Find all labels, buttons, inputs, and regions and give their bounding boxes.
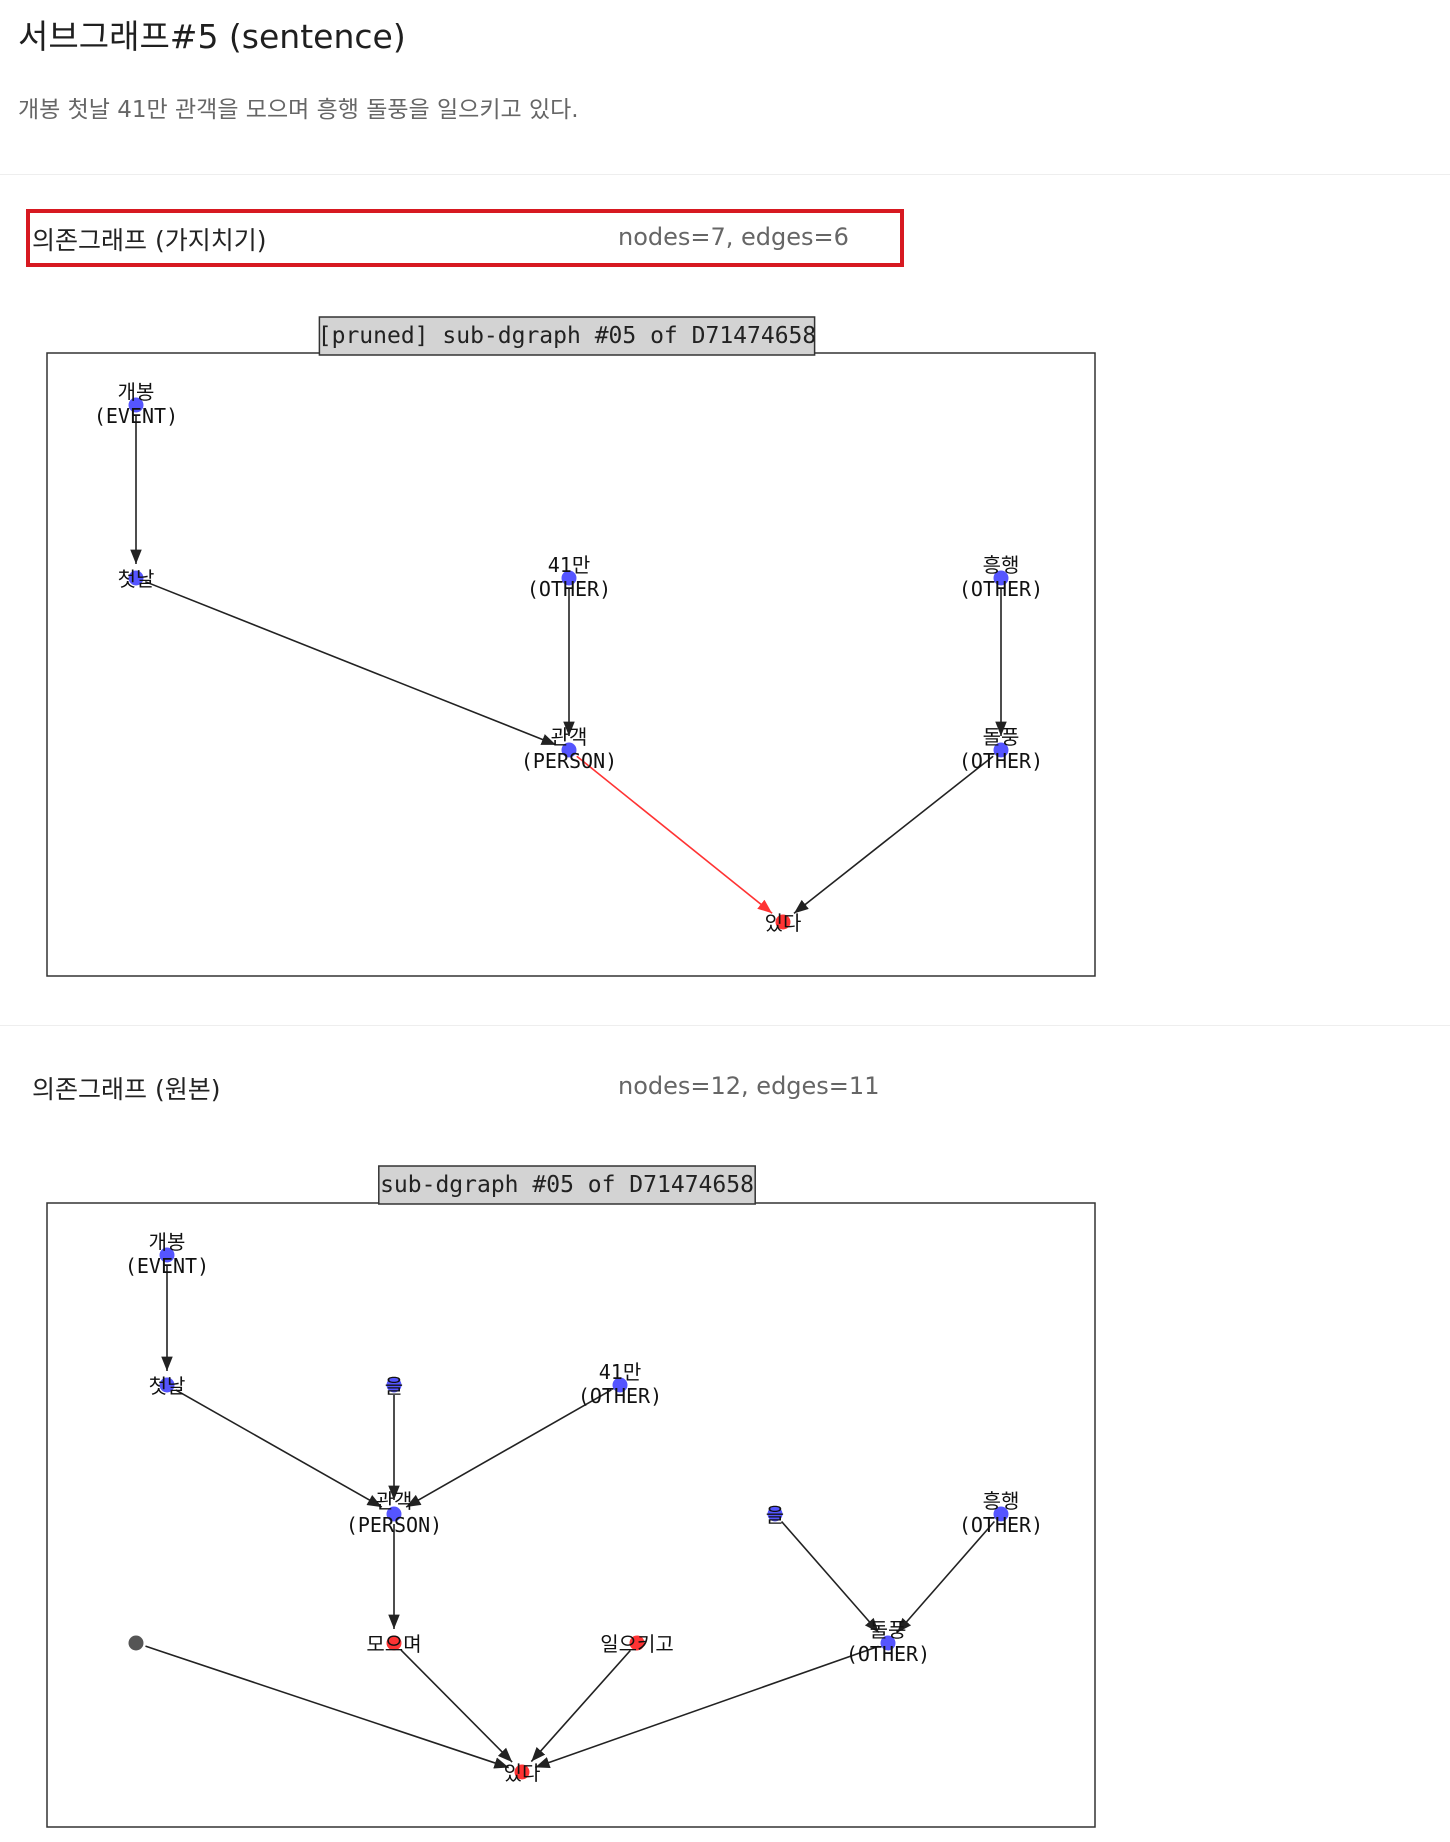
original-graph-header[interactable]: 의존그래프 (원본) nodes=12, edges=11 — [30, 1062, 900, 1112]
edge-cheotnal-gwangaek — [175, 1389, 383, 1508]
figure-title-box — [378, 1165, 756, 1205]
node-gaebong[interactable] — [159, 1247, 175, 1263]
edge-moeumyeo-itda — [400, 1649, 513, 1763]
node-moeumyeo[interactable] — [386, 1635, 402, 1651]
edge-heunghaeng-dolpung — [896, 1520, 996, 1633]
node-tag-41man: (OTHER) — [527, 577, 611, 601]
edge-eul2-dolpung — [780, 1520, 880, 1633]
sentence-text: 개봉 첫날 41만 관객을 모으며 흥행 돌풍을 일으키고 있다. — [18, 97, 579, 123]
figure-title: sub-dgraph #05 of D71474658 — [380, 1172, 754, 1198]
node-gaebong[interactable] — [128, 397, 144, 413]
node-label-itda: 있다 — [765, 911, 802, 935]
node-cheotnal[interactable] — [159, 1377, 175, 1393]
node-itda[interactable] — [775, 914, 791, 930]
node-gwangaek[interactable] — [561, 742, 577, 758]
node-label-eul1: 을 — [385, 1374, 403, 1398]
node-ireukigo[interactable] — [629, 1635, 645, 1651]
node-heunghaeng[interactable] — [993, 570, 1009, 586]
divider — [0, 1025, 1450, 1026]
node-tag-gaebong: (EVENT) — [94, 404, 178, 428]
node-label-moeumyeo: 모으며 — [366, 1632, 421, 1656]
node-label-41man: 41만 — [599, 1360, 641, 1384]
node-dolpung[interactable] — [993, 742, 1009, 758]
node-label-gwangaek: 관객 — [551, 725, 588, 749]
node-label-heunghaeng: 흥행 — [983, 1489, 1020, 1513]
node-41man[interactable] — [612, 1377, 628, 1393]
node-label-gwangaek: 관객 — [376, 1489, 413, 1513]
node-tag-gwangaek: (PERSON) — [346, 1513, 442, 1537]
figure-title-box — [318, 316, 816, 356]
node-41man[interactable] — [561, 570, 577, 586]
edge-cheotnal-gwangaek — [144, 580, 557, 746]
edge-41man-gwangaek — [405, 1389, 612, 1508]
original-graph-stats: nodes=12, edges=11 — [618, 1072, 880, 1100]
node-label-cheotnal: 첫날 — [149, 1374, 186, 1398]
node-tag-dolpung: (OTHER) — [846, 1642, 930, 1666]
node-label-ireukigo: 일으키고 — [600, 1632, 674, 1656]
node-eul1[interactable] — [386, 1377, 402, 1393]
node-label-41man: 41만 — [548, 553, 590, 577]
node-tag-heunghaeng: (OTHER) — [959, 577, 1043, 601]
node-label-gaebong: 개봉 — [149, 1230, 186, 1254]
node-tag-gwangaek: (PERSON) — [521, 749, 617, 773]
node-label-eul2: 을 — [766, 1503, 784, 1527]
pruned-graph-header[interactable]: 의존그래프 (가지치기) nodes=7, edges=6 — [26, 209, 904, 267]
node-tag-gaebong: (EVENT) — [125, 1254, 209, 1278]
node-cheotnal[interactable] — [128, 570, 144, 586]
divider — [0, 174, 1450, 175]
node-label-itda: 있다 — [504, 1761, 541, 1785]
page-title: 서브그래프#5 (sentence) — [18, 17, 406, 56]
edge-dot-itda — [145, 1645, 509, 1769]
edge-dolpung-itda — [534, 1645, 879, 1769]
node-tag-41man: (OTHER) — [578, 1384, 662, 1408]
node-label-dolpung: 돌풍 — [983, 725, 1020, 749]
node-label-heunghaeng: 흥행 — [983, 553, 1020, 577]
edge-ireukigo-itda — [530, 1649, 631, 1763]
original-graph-label: 의존그래프 (원본) — [32, 1075, 221, 1104]
node-tag-heunghaeng: (OTHER) — [959, 1513, 1043, 1537]
edge-dolpung-itda — [793, 755, 994, 914]
node-itda[interactable] — [514, 1764, 530, 1780]
node-label-dolpung: 돌풍 — [870, 1618, 907, 1642]
node-tag-dolpung: (OTHER) — [959, 749, 1043, 773]
graph-frame — [46, 352, 1096, 977]
graph-frame — [46, 1202, 1096, 1828]
pruned-graph-stats: nodes=7, edges=6 — [618, 223, 849, 251]
node-label-cheotnal: 첫날 — [118, 567, 155, 591]
node-dolpung[interactable] — [880, 1635, 896, 1651]
node-dot[interactable] — [128, 1635, 144, 1651]
figure-title: [pruned] sub-dgraph #05 of D71474658 — [318, 323, 817, 349]
node-gwangaek[interactable] — [386, 1506, 402, 1522]
pruned-graph-label: 의존그래프 (가지치기) — [32, 226, 267, 255]
node-eul2[interactable] — [767, 1506, 783, 1522]
node-label-gaebong: 개봉 — [118, 380, 155, 404]
node-heunghaeng[interactable] — [993, 1506, 1009, 1522]
pruned-graph-figure: [pruned] sub-dgraph #05 of D71474658 개봉(E… — [46, 316, 1096, 977]
edge-gwangaek-itda — [576, 755, 773, 914]
